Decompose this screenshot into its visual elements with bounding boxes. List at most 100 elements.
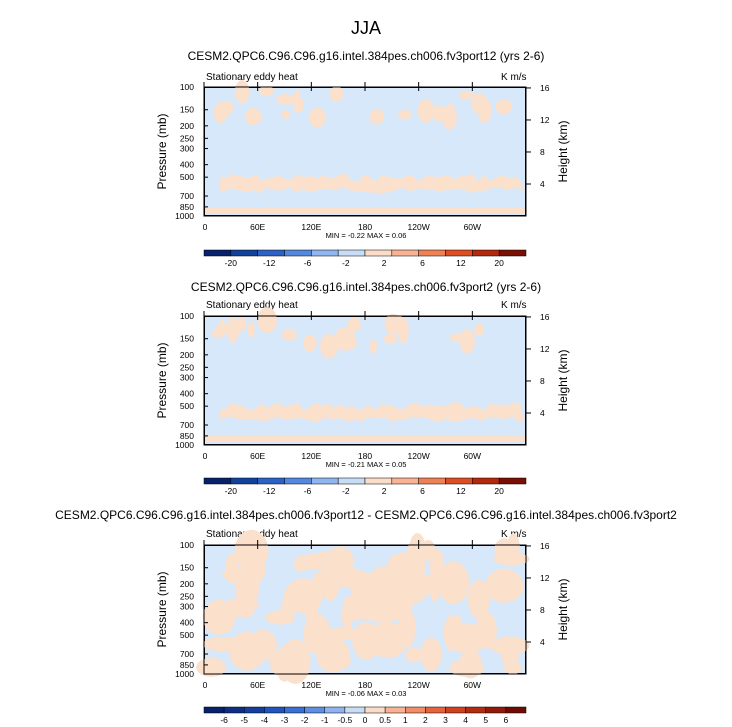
panel-3-height-tick-label: 12 (540, 573, 550, 583)
panel-3-y-axis-title: Pressure (mb) (155, 571, 169, 647)
panel-3-x-tick-label: 0 (203, 680, 208, 690)
panel-1-upper-positive-cell (471, 92, 486, 114)
panel-1-colorbar-box (364, 249, 393, 257)
panel-3-pressure-tick-label: 250 (180, 591, 194, 601)
panel-2-colorbar-label: -20 (225, 486, 238, 496)
panel-1-colorbar-box (472, 249, 500, 257)
panel-3-colorbar-label: 5 (483, 715, 488, 725)
panel-1-right-axis-title: Height (km) (556, 120, 570, 182)
panel-3-positive-cell (325, 627, 361, 641)
panel-2-colorbar-box (445, 477, 473, 485)
panel-1-plot-area (204, 87, 526, 216)
panel-3-pressure-tick-label: 500 (180, 630, 194, 640)
panel-1-colorbar-label: 12 (456, 258, 466, 268)
panel-1-upper-positive-cell (495, 99, 513, 115)
panel-3-positive-cell (409, 533, 426, 566)
panel-3-colorbar-label: 1 (403, 715, 408, 725)
panel-1-colorbar-box (257, 249, 285, 257)
panel-2-colorbar-box (284, 477, 312, 485)
panel-2-upper-positive-cell (347, 317, 361, 332)
panel-3-colorbar-label: -0.5 (338, 715, 353, 725)
panel-2-colorbar-box (472, 477, 500, 485)
panel-2-pressure-tick-label: 500 (180, 401, 194, 411)
panel-3-colorbar-box (384, 706, 406, 714)
panel-3-height-tick-label: 8 (540, 605, 545, 615)
panel-3-colorbar-label: -6 (220, 715, 228, 725)
panel-2-right-axis-title: Height (km) (556, 349, 570, 411)
panel-2-title: CESM2.QPC6.C96.C96.g16.intel.384pes.ch00… (190, 280, 542, 294)
panel-2-colorbar-box (391, 477, 419, 485)
panel-2-height-tick-label: 16 (540, 312, 550, 322)
panel-3-colorbar-box (324, 706, 346, 714)
panel-3-colorbar-box (465, 706, 486, 714)
panel-3-positive-cell (368, 621, 408, 658)
panel-1-colorbar-label: -6 (304, 258, 312, 268)
panel-2-upper-positive-cell (384, 313, 402, 335)
panel-3-colorbar-box (223, 706, 245, 714)
panel-3-positive-cell (430, 548, 445, 589)
panel-3-colorbar-label: -4 (261, 715, 269, 725)
panel-3-pressure-tick-label: 700 (180, 649, 194, 659)
panel-1-colorbar-box (203, 249, 232, 257)
panel-2-colorbar-box (311, 477, 339, 485)
panel-3-colorbar-box (425, 706, 446, 714)
panel-3-colorbar-label: 2 (423, 715, 428, 725)
figure-title: JJA (350, 18, 381, 38)
panel-1-colorbar-label: -12 (263, 258, 276, 268)
panel-3-x-tick-label: 120W (408, 680, 430, 690)
panel-3-positive-cell (420, 637, 442, 672)
panel-1-x-tick-label: 120W (408, 222, 430, 232)
panel-2-min-max-text: MIN = -0.21 MAX = 0.05 (326, 460, 407, 469)
panel-2-upper-positive-cell (474, 323, 485, 336)
panel-2-upper-positive-cell (281, 328, 297, 341)
panel-1-x-tick-label: 0 (203, 222, 208, 232)
panel-2-x-tick-label: 180 (358, 451, 372, 461)
panel-2-colorbar-label: 12 (456, 486, 466, 496)
panel-1-min-max-text: MIN = -0.22 MAX = 0.06 (326, 231, 407, 240)
panel-3-positive-cell (437, 561, 470, 605)
panel-3-min-max-text: MIN = -0.06 MAX = 0.03 (326, 689, 407, 698)
panel-2-colorbar-label: -6 (304, 486, 312, 496)
panel-2-lower-positive-region (220, 402, 524, 422)
panel-3-pressure-tick-label: 200 (180, 579, 194, 589)
panel-1-colorbar-box (445, 249, 473, 257)
panel-3-title: CESM2.QPC6.C96.C96.g16.intel.384pes.ch00… (55, 508, 677, 522)
panel-3-x-tick-label: 120E (301, 680, 321, 690)
panel-1-height-tick-label: 12 (540, 115, 550, 125)
panel-3-positive-cell (280, 600, 293, 615)
panel-1-colorbar-label: 6 (420, 258, 425, 268)
panel-3-colorbar-box (304, 706, 325, 714)
panel-1-colorbar-label: -20 (225, 258, 238, 268)
panel-3-colorbar-box (284, 706, 305, 714)
panel-3-pressure-tick-label: 300 (180, 602, 194, 612)
panel-3-positive-cell (450, 614, 464, 651)
panel-3-height-tick-label: 4 (540, 637, 545, 647)
panel-2-colorbar-label: -2 (342, 486, 350, 496)
panel-2-pressure-tick-label: 100 (180, 311, 194, 321)
panel-3-x-tick-label: 60W (464, 680, 481, 690)
panel-2-upper-positive-cell (383, 333, 398, 344)
panel-3-positive-cell (235, 565, 260, 608)
panel-1-upper-positive-cell (369, 108, 384, 125)
panel-2-colorbar-box (337, 477, 366, 485)
panel-1-upper-positive-cell (442, 104, 457, 130)
panel-3-pressure-tick-label: 400 (180, 618, 194, 628)
panel-2-y-axis-title: Pressure (mb) (155, 342, 169, 418)
panel-3-x-tick-label: 60E (250, 680, 265, 690)
panel-3-height-tick-label: 16 (540, 541, 550, 551)
panel-3-positive-cell (501, 648, 519, 666)
panel-3-pressure-tick-label: 100 (180, 540, 194, 550)
panel-3-positive-cell (293, 555, 308, 573)
panel-3-colorbar-label: 6 (504, 715, 509, 725)
panel-1-pressure-tick-label: 850 (180, 202, 194, 212)
panel-3-right-axis-title: Height (km) (556, 578, 570, 640)
panel-2-pressure-tick-label: 850 (180, 431, 194, 441)
panel-2-upper-positive-cell (257, 307, 277, 334)
panel-3-pressure-tick-label: 1000 (175, 669, 194, 679)
panel-3-colorbar-label: -3 (281, 715, 289, 725)
panel-1-pressure-tick-label: 500 (180, 172, 194, 182)
panel-2-x-tick-label: 60W (464, 451, 481, 461)
panel-3-colorbar-box (244, 706, 265, 714)
panel-1-upper-positive-cell (398, 109, 412, 120)
